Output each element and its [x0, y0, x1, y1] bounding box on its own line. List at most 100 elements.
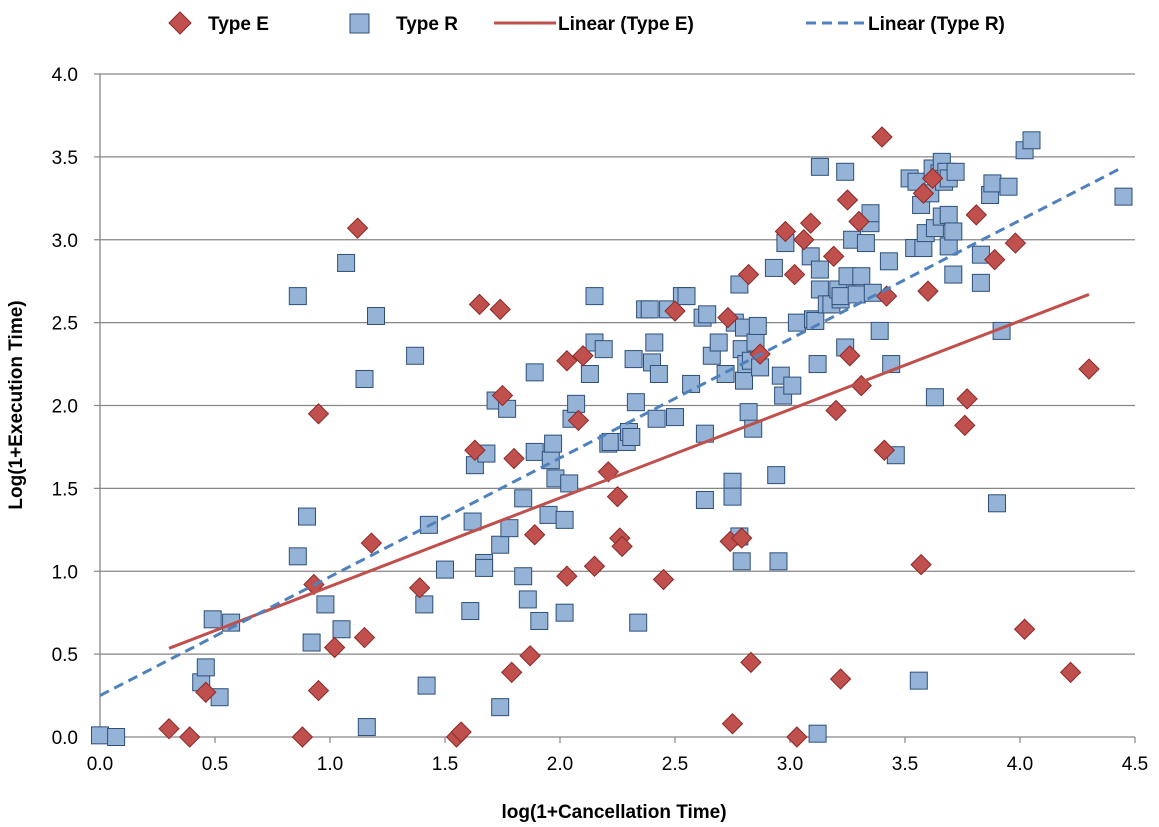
type-e-point	[956, 388, 978, 410]
type-e-point	[500, 661, 523, 684]
type-r-point	[999, 177, 1018, 196]
type-r-point	[836, 162, 855, 181]
type-r-point	[302, 633, 321, 652]
type-r-point	[406, 346, 425, 365]
type-r-point	[491, 698, 510, 717]
type-e-point	[408, 577, 431, 599]
type-e-point	[353, 626, 376, 649]
type-r-point	[357, 718, 376, 737]
type-e-point	[721, 713, 744, 735]
type-e-point	[1059, 661, 1082, 684]
type-e-point	[822, 245, 845, 268]
type-r-point	[695, 490, 714, 509]
trendline-type-e	[168, 293, 1090, 650]
legend-item-linear-type-e: Linear (Type E)	[494, 14, 694, 35]
type-r-point	[810, 157, 829, 176]
type-r-point	[944, 222, 963, 241]
type-r-point	[567, 394, 586, 413]
type-e-point	[717, 306, 739, 329]
x-tick-label: 0.0	[87, 754, 113, 775]
type-r-point	[847, 285, 866, 304]
gridlines	[100, 73, 1135, 655]
type-e-point	[786, 726, 808, 748]
type-r-point	[417, 676, 436, 695]
type-e-point	[323, 636, 346, 659]
y-tick-label: 1.0	[52, 562, 78, 583]
type-r-point	[732, 552, 751, 571]
type-r-point	[332, 620, 351, 639]
y-tick-label: 3.0	[52, 231, 78, 252]
type-r-point	[748, 316, 767, 335]
type-r-point	[769, 552, 788, 571]
type-e-point	[921, 167, 944, 190]
type-e-point	[917, 280, 939, 302]
type-r-point	[735, 371, 753, 390]
type-r-point	[594, 340, 613, 359]
type-r-point	[1022, 131, 1041, 150]
type-e-point	[829, 668, 852, 690]
type-r-point	[555, 603, 574, 622]
legend-label-type-e: Type E	[208, 14, 269, 35]
type-r-point	[337, 253, 356, 272]
type-r-point	[91, 726, 109, 745]
type-e-point	[1004, 232, 1027, 254]
type-e-point	[611, 535, 633, 558]
type-r-point	[539, 505, 558, 524]
type-e-point	[793, 229, 815, 251]
type-r-point	[530, 611, 549, 630]
type-r-point	[723, 487, 742, 506]
type-r-point	[514, 567, 533, 586]
type-r-point	[698, 305, 717, 324]
type-r-point	[983, 174, 1002, 193]
type-r-point	[1114, 187, 1133, 206]
type-r-point	[946, 162, 965, 181]
type-e-point	[783, 263, 806, 286]
y-tick-label: 4.0	[52, 65, 78, 86]
type-r-point	[988, 494, 1006, 513]
type-e-point	[523, 524, 546, 546]
type-r-point	[367, 306, 385, 325]
y-axis-ticks: 0.0 0.5 1.0 1.5 2.0 2.5 3.0 3.5 4.0	[52, 65, 100, 749]
type-r-point	[767, 466, 786, 485]
type-r-point	[298, 507, 316, 526]
type-r-point	[861, 204, 880, 223]
type-r-point	[682, 374, 701, 393]
type-r-point	[196, 658, 215, 677]
type-e-point	[491, 384, 514, 407]
type-r-point	[288, 287, 307, 306]
legend-item-linear-type-r: Linear (Type R)	[806, 14, 1005, 35]
type-e-point	[450, 721, 472, 743]
type-e-point	[912, 182, 935, 205]
type-r-point	[624, 350, 643, 369]
type-r-point	[622, 427, 641, 446]
type-e-point	[825, 399, 847, 422]
type-r-point	[787, 313, 806, 332]
legend-label-type-r: Type R	[396, 14, 458, 35]
y-tick-label: 2.0	[52, 397, 78, 418]
type-r-point	[316, 595, 335, 614]
type-r-point	[436, 560, 454, 579]
legend: Type E Type R Linear (Type E) Linear (Ty…	[168, 11, 1005, 35]
x-tick-label: 4.0	[1007, 754, 1033, 775]
type-r-point	[555, 510, 574, 529]
type-e-point	[737, 263, 760, 286]
y-axis-title: Log(1+Execution Time)	[6, 300, 27, 509]
type-r-point	[739, 403, 758, 422]
type-r-point	[288, 547, 307, 566]
type-e-point	[572, 345, 594, 367]
type-r-point	[463, 512, 482, 531]
x-tick-label: 2.5	[662, 754, 688, 775]
type-r-point	[925, 388, 944, 407]
type-r-point	[640, 300, 659, 319]
type-r-point	[461, 602, 480, 621]
type-r-point	[629, 613, 648, 632]
type-r-point	[544, 434, 563, 453]
type-r-point	[585, 287, 604, 306]
type-r-point	[514, 489, 533, 508]
y-tick-label: 1.5	[52, 479, 78, 500]
type-e-point	[871, 126, 893, 148]
type-r-point	[525, 442, 544, 461]
trendline-type-r	[99, 165, 1125, 697]
x-tick-label: 2.0	[547, 754, 573, 775]
type-e-point	[652, 568, 675, 591]
